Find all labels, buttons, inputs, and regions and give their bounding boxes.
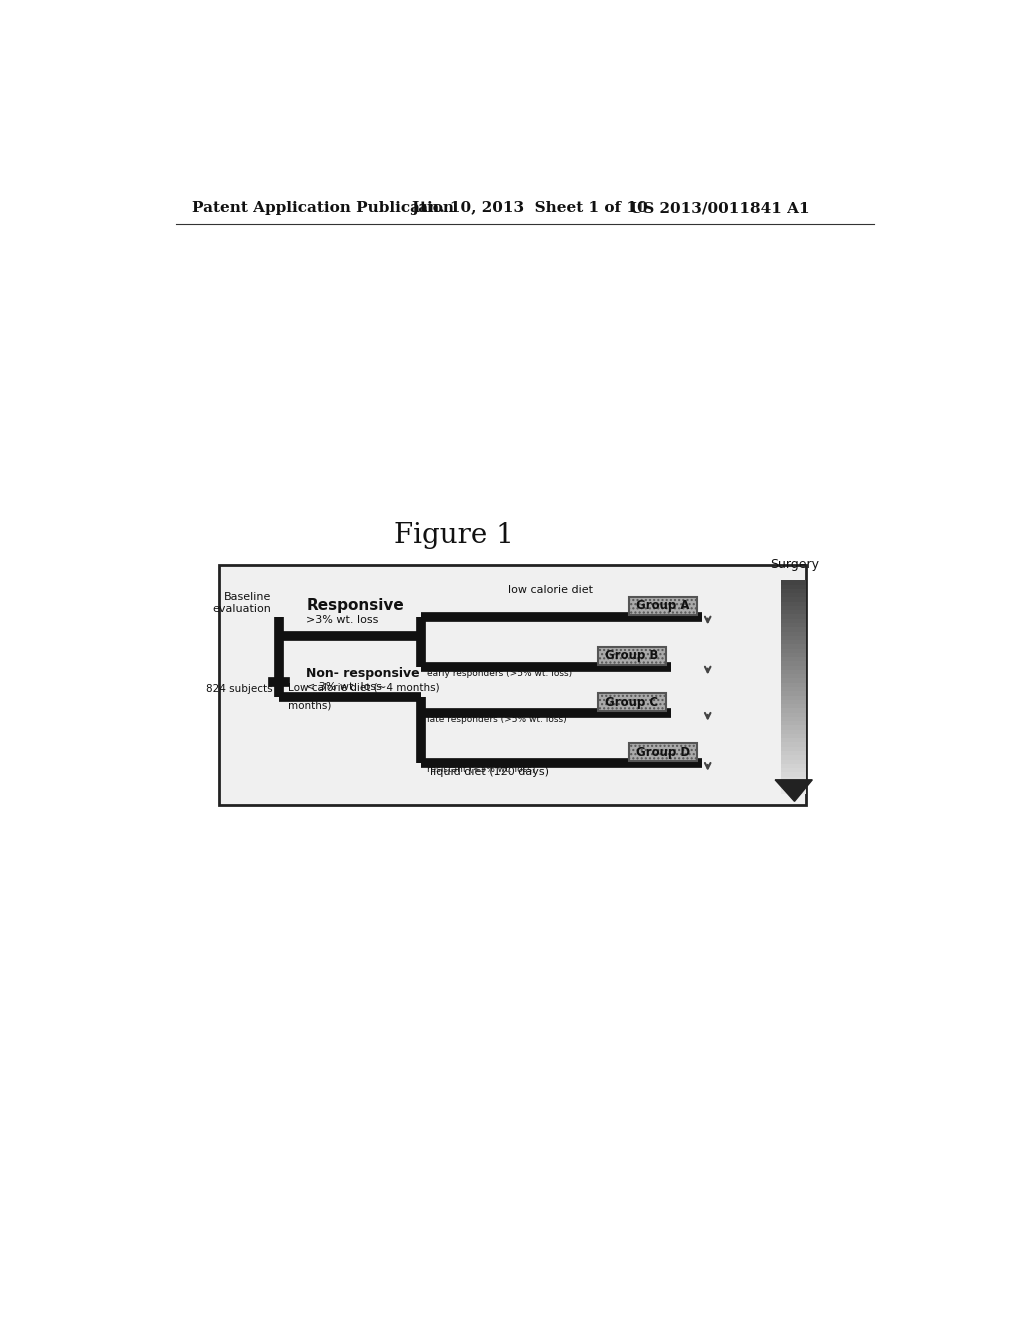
- Bar: [781, 751, 806, 755]
- Text: Group A: Group A: [636, 599, 689, 612]
- Polygon shape: [775, 780, 812, 801]
- Bar: [781, 644, 806, 648]
- Bar: [781, 610, 806, 615]
- Text: evaluation: evaluation: [213, 603, 271, 614]
- Bar: [781, 593, 806, 598]
- Bar: [781, 789, 806, 793]
- Bar: [781, 784, 806, 789]
- Bar: [781, 635, 806, 640]
- Bar: [781, 648, 806, 653]
- Bar: [781, 780, 806, 785]
- Text: Figure 1: Figure 1: [393, 523, 513, 549]
- Text: < 3% wt. loss: < 3% wt. loss: [306, 682, 382, 692]
- Bar: [781, 690, 806, 696]
- Text: Patent Application Publication: Patent Application Publication: [191, 202, 454, 215]
- Text: months): months): [289, 701, 332, 710]
- Text: Responsive: Responsive: [306, 598, 404, 612]
- Bar: [781, 725, 806, 730]
- Text: Surgery: Surgery: [770, 558, 819, 572]
- Text: >3% wt. loss: >3% wt. loss: [306, 615, 379, 626]
- Text: liquid diet (120 days): liquid diet (120 days): [430, 767, 549, 776]
- Bar: [781, 640, 806, 644]
- Bar: [781, 755, 806, 759]
- Bar: [781, 686, 806, 692]
- Text: Group C: Group C: [605, 696, 658, 709]
- Bar: [781, 627, 806, 631]
- Bar: [781, 606, 806, 610]
- Bar: [781, 585, 806, 589]
- Bar: [781, 746, 806, 751]
- Text: resistant (<5% wt. loss): resistant (<5% wt. loss): [427, 766, 536, 774]
- Bar: [781, 661, 806, 665]
- Bar: [781, 734, 806, 738]
- Bar: [781, 678, 806, 682]
- Bar: [629, 597, 697, 615]
- Bar: [598, 693, 666, 711]
- Bar: [781, 673, 806, 678]
- Bar: [781, 772, 806, 776]
- Bar: [781, 631, 806, 636]
- Text: 824 subjects: 824 subjects: [206, 684, 273, 694]
- Bar: [781, 713, 806, 717]
- Bar: [598, 647, 666, 665]
- Bar: [781, 768, 806, 772]
- Text: early responders (>5% wt. loss): early responders (>5% wt. loss): [427, 669, 572, 678]
- Bar: [629, 743, 697, 762]
- Text: Group B: Group B: [605, 649, 658, 663]
- Bar: [781, 589, 806, 593]
- Bar: [781, 708, 806, 713]
- Text: Jan. 10, 2013  Sheet 1 of 10: Jan. 10, 2013 Sheet 1 of 10: [411, 202, 647, 215]
- Bar: [781, 623, 806, 627]
- Bar: [781, 704, 806, 709]
- Text: late responders (>5% wt. loss): late responders (>5% wt. loss): [427, 715, 566, 725]
- Text: Baseline: Baseline: [224, 593, 271, 602]
- Bar: [781, 776, 806, 781]
- Bar: [781, 696, 806, 700]
- Bar: [781, 657, 806, 661]
- Bar: [781, 738, 806, 742]
- Bar: [781, 665, 806, 671]
- Bar: [781, 602, 806, 606]
- Bar: [781, 597, 806, 602]
- Bar: [781, 742, 806, 747]
- Bar: [781, 652, 806, 657]
- Bar: [781, 763, 806, 768]
- Bar: [781, 614, 806, 619]
- Bar: [781, 717, 806, 721]
- Text: Group D: Group D: [636, 746, 690, 759]
- Bar: [781, 721, 806, 726]
- Bar: [781, 700, 806, 704]
- Bar: [781, 729, 806, 734]
- Bar: [219, 565, 806, 805]
- Bar: [781, 759, 806, 764]
- Bar: [781, 618, 806, 623]
- Text: Non- responsive: Non- responsive: [306, 668, 420, 681]
- Text: US 2013/0011841 A1: US 2013/0011841 A1: [630, 202, 810, 215]
- Bar: [781, 669, 806, 675]
- Bar: [781, 579, 806, 585]
- Text: Low calorie diet (~4 months): Low calorie diet (~4 months): [289, 682, 440, 693]
- Text: low calorie diet: low calorie diet: [508, 585, 593, 595]
- Bar: [781, 682, 806, 686]
